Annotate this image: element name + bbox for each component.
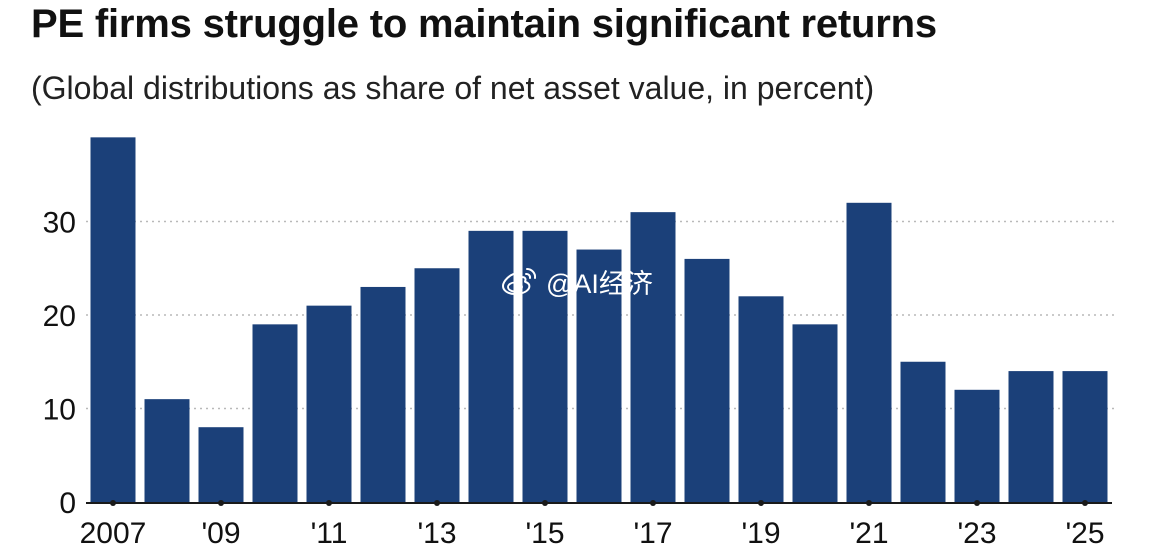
x-tick-dot (650, 500, 656, 506)
bar-2023 (954, 389, 1000, 502)
bar-2007 (90, 137, 136, 502)
x-tick-dot (542, 500, 548, 506)
bar-2024 (1008, 371, 1054, 502)
y-tick-label: 30 (43, 207, 76, 240)
bar-2021 (846, 202, 892, 503)
x-axis: 2007 '09 '11 '13 '15 '17 '19 '21 '23 '25 (80, 500, 1112, 550)
bar-2012 (360, 286, 406, 502)
x-tick-label: '13 (417, 517, 456, 550)
x-tick-label: '25 (1065, 517, 1104, 550)
x-tick-dot (866, 500, 872, 506)
chart-title: PE firms struggle to maintain significan… (31, 2, 937, 46)
y-tick-label: 0 (59, 487, 76, 520)
chart-subtitle: (Global distributions as share of net as… (31, 70, 875, 106)
x-tick-dot (758, 500, 764, 506)
x-tick-dot (1082, 500, 1088, 506)
bar-2019 (738, 296, 784, 502)
bar-2014 (468, 230, 514, 502)
x-tick-label: '15 (525, 517, 564, 550)
x-tick-label: '23 (957, 517, 996, 550)
y-axis-labels: 0 10 20 30 (43, 207, 76, 521)
bar-2017 (630, 212, 676, 502)
bar-2010 (252, 324, 298, 502)
bar-2009 (198, 427, 244, 502)
bar-2022 (900, 361, 946, 502)
y-tick-label: 20 (43, 300, 76, 333)
x-tick-label: '21 (849, 517, 888, 550)
y-tick-label: 10 (43, 394, 76, 427)
x-tick-label: '17 (633, 517, 672, 550)
x-tick-dot (974, 500, 980, 506)
bar-2011 (306, 305, 352, 502)
x-tick-label: '19 (741, 517, 780, 550)
x-tick-label: 2007 (80, 517, 147, 550)
bar-2018 (684, 258, 730, 502)
x-tick-dot (326, 500, 332, 506)
x-tick-label: '11 (311, 517, 348, 550)
bar-2020 (792, 324, 838, 502)
x-tick-dot (110, 500, 116, 506)
x-tick-dot (434, 500, 440, 506)
bar-2025 (1062, 371, 1108, 502)
bar-2016 (576, 249, 622, 502)
bars (90, 137, 1108, 503)
bar-2013 (414, 268, 460, 502)
watermark-text: @AI经济 (546, 269, 653, 299)
x-tick-label: '09 (201, 517, 240, 550)
x-tick-dot (218, 500, 224, 506)
weibo-icon (501, 267, 537, 295)
watermark: @AI经济 (500, 262, 653, 301)
bar-2008 (144, 399, 190, 502)
